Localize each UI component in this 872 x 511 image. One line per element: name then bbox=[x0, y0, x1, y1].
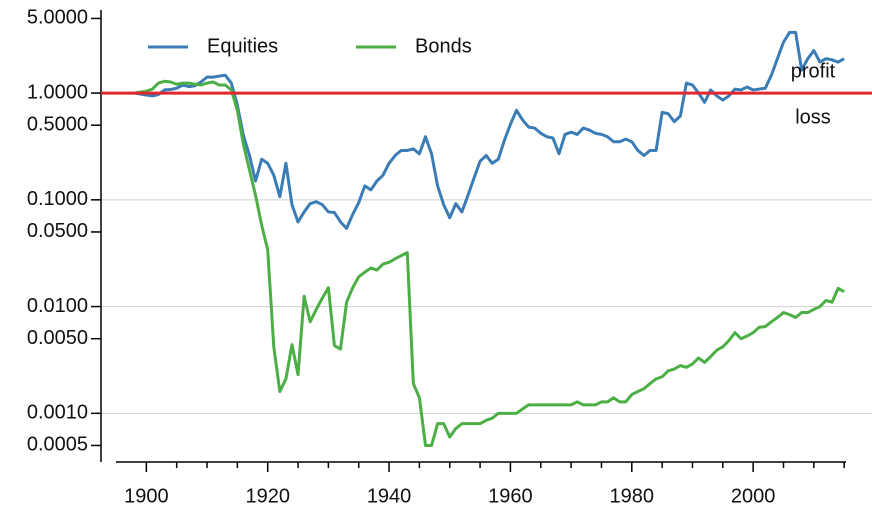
legend-label: Bonds bbox=[415, 35, 472, 57]
x-tick-label: 2000 bbox=[731, 485, 776, 507]
legend-label: Equities bbox=[207, 35, 278, 57]
y-tick-label: 5.0000 bbox=[27, 7, 88, 29]
annotation: profit bbox=[791, 60, 836, 82]
x-tick-label: 1960 bbox=[488, 485, 533, 507]
x-tick-label: 1900 bbox=[124, 485, 169, 507]
series-line bbox=[133, 30, 845, 230]
x-tick-label: 1980 bbox=[610, 485, 655, 507]
y-tick-label: 0.0005 bbox=[27, 434, 88, 456]
series-line bbox=[133, 79, 845, 447]
x-tick-label: 1920 bbox=[245, 485, 290, 507]
annotation: loss bbox=[795, 106, 831, 128]
y-tick-label: 0.0100 bbox=[27, 295, 88, 317]
y-tick-label: 0.5000 bbox=[27, 113, 88, 135]
y-tick-label: 0.1000 bbox=[27, 188, 88, 210]
y-tick-label: 0.0010 bbox=[27, 402, 88, 424]
y-tick-label: 0.0050 bbox=[27, 327, 88, 349]
y-tick-label: 0.0500 bbox=[27, 220, 88, 242]
x-tick-label: 1940 bbox=[367, 485, 412, 507]
y-tick-label: 1.0000 bbox=[27, 81, 88, 103]
